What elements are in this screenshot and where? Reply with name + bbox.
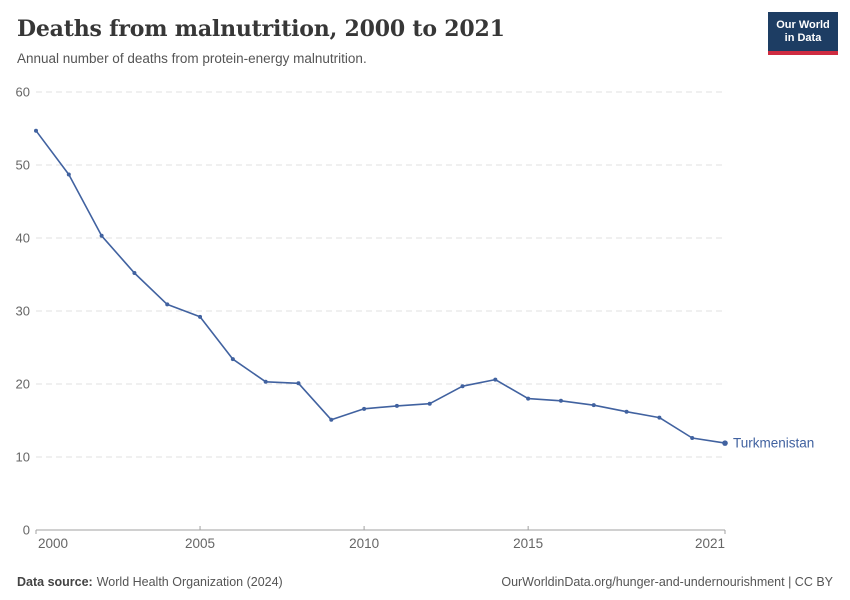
data-point[interactable] xyxy=(263,379,268,384)
data-point[interactable] xyxy=(34,128,38,133)
data-point[interactable] xyxy=(198,314,203,319)
data-point[interactable] xyxy=(624,409,629,414)
y-axis-tick-label: 30 xyxy=(16,304,30,319)
data-source: Data source: World Health Organization (2… xyxy=(17,575,283,589)
page-title: Deaths from malnutrition, 2000 to 2021 xyxy=(17,16,505,42)
data-point[interactable] xyxy=(558,398,563,403)
x-axis-tick-label: 2021 xyxy=(695,536,725,551)
data-point[interactable] xyxy=(427,401,432,406)
owid-logo-line1: Our World xyxy=(776,19,830,31)
data-point[interactable] xyxy=(493,377,498,382)
chart-footer: Data source: World Health Organization (2… xyxy=(17,575,833,589)
x-axis-tick-label: 2010 xyxy=(349,536,379,551)
owid-logo-line2: in Data xyxy=(784,32,822,44)
data-point[interactable] xyxy=(591,403,596,408)
y-axis-tick-label: 10 xyxy=(16,450,30,465)
data-point[interactable] xyxy=(657,415,662,420)
data-point[interactable] xyxy=(99,233,104,238)
series-line[interactable] xyxy=(35,130,726,444)
y-axis-tick-label: 50 xyxy=(16,158,30,173)
data-point[interactable] xyxy=(66,172,71,177)
data-point[interactable] xyxy=(296,381,301,386)
data-point[interactable] xyxy=(329,417,334,422)
data-point[interactable] xyxy=(132,271,137,276)
y-axis-tick-label: 60 xyxy=(16,85,30,100)
y-axis-tick-label: 20 xyxy=(16,377,30,392)
x-axis-tick-label: 2015 xyxy=(513,536,543,551)
chart-subtitle: Annual number of deaths from protein-ene… xyxy=(17,51,367,66)
data-point[interactable] xyxy=(690,436,695,441)
data-point[interactable] xyxy=(526,396,531,401)
data-source-label: Data source: xyxy=(17,575,93,589)
attribution-link[interactable]: OurWorldinData.org/hunger-and-undernouri… xyxy=(501,575,833,589)
data-point[interactable] xyxy=(722,440,728,446)
x-axis-tick-label: 2000 xyxy=(38,536,68,551)
x-axis-tick-label: 2005 xyxy=(185,536,215,551)
data-point[interactable] xyxy=(362,406,367,411)
data-source-value: World Health Organization (2024) xyxy=(96,575,283,589)
chart-header: Deaths from malnutrition, 2000 to 2021 A… xyxy=(17,16,505,66)
y-axis-tick-label: 40 xyxy=(16,231,30,246)
y-axis-tick-label: 0 xyxy=(23,523,30,538)
data-point[interactable] xyxy=(460,384,465,389)
data-point[interactable] xyxy=(230,357,235,362)
data-point[interactable] xyxy=(394,403,399,408)
data-point[interactable] xyxy=(165,302,170,307)
owid-logo: Our World in Data xyxy=(768,12,838,55)
series-end-label[interactable]: Turkmenistan xyxy=(733,436,814,451)
